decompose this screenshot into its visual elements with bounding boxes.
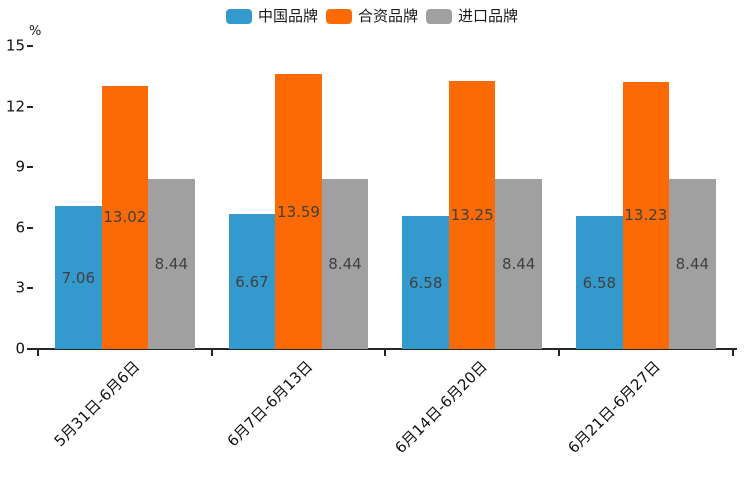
bar <box>622 81 670 349</box>
y-axis-unit-label: % <box>29 24 42 39</box>
x-tick-label: 6月7日-6月13日 <box>223 357 317 451</box>
bar <box>321 178 369 349</box>
y-tick-label: 15 <box>5 36 25 55</box>
bar-value-label: 8.44 <box>328 254 362 273</box>
bar <box>101 85 149 349</box>
legend-swatch-icon <box>225 9 252 24</box>
y-tick-mark <box>27 166 33 169</box>
bar-value-label: 8.44 <box>154 254 189 273</box>
legend-item: 中国品牌 <box>225 7 318 25</box>
y-tick-mark <box>27 45 33 47</box>
legend-swatch-icon <box>325 9 352 24</box>
bar <box>55 206 102 349</box>
x-tick-mark <box>210 350 213 356</box>
bar-value-label: 13.23 <box>624 206 668 225</box>
legend: 中国品牌 合资品牌 进口品牌 <box>0 8 744 25</box>
bar <box>576 216 623 349</box>
x-axis-line <box>33 348 737 350</box>
y-tick-label: 3 <box>15 279 25 298</box>
bar-value-label: 13.02 <box>103 208 147 227</box>
legend-label: 进口品牌 <box>458 7 519 25</box>
y-tick-mark <box>27 287 33 290</box>
x-tick-label: 5月31日-6月6日 <box>50 357 143 451</box>
bar <box>275 74 322 349</box>
bar-value-label: 8.44 <box>501 254 536 273</box>
x-tick-mark <box>558 350 560 356</box>
x-tick-label: 6月21日-6月27日 <box>564 357 665 457</box>
y-tick-label: 9 <box>15 157 25 176</box>
legend-item: 合资品牌 <box>325 7 418 25</box>
bar-value-label: 8.44 <box>675 254 710 273</box>
bar-value-label: 6.67 <box>235 272 269 291</box>
bar <box>448 81 496 349</box>
y-tick-mark <box>27 226 33 229</box>
legend-label: 中国品牌 <box>257 7 318 25</box>
x-tick-mark <box>731 350 734 356</box>
bar <box>402 216 449 349</box>
bar-value-label: 13.25 <box>450 206 494 225</box>
bar <box>669 178 716 349</box>
bar <box>148 178 195 349</box>
y-tick-label: 0 <box>15 339 25 358</box>
legend-swatch-icon <box>426 9 452 24</box>
legend-item: 进口品牌 <box>426 8 518 25</box>
x-tick-mark <box>384 350 387 356</box>
bar-value-label: 6.58 <box>408 273 443 292</box>
legend-label: 合资品牌 <box>357 7 418 25</box>
bar <box>495 178 542 349</box>
y-tick-mark <box>27 105 33 108</box>
y-tick-label: 6 <box>15 218 25 237</box>
bar-value-label: 7.06 <box>61 268 96 287</box>
y-tick-mark <box>27 348 33 350</box>
bar <box>228 214 276 349</box>
bar-value-label: 13.59 <box>277 202 320 221</box>
x-tick-label: 6月14日-6月20日 <box>390 357 491 457</box>
bar-value-label: 6.58 <box>582 273 617 292</box>
y-tick-label: 12 <box>5 97 25 116</box>
x-tick-mark <box>37 350 39 356</box>
